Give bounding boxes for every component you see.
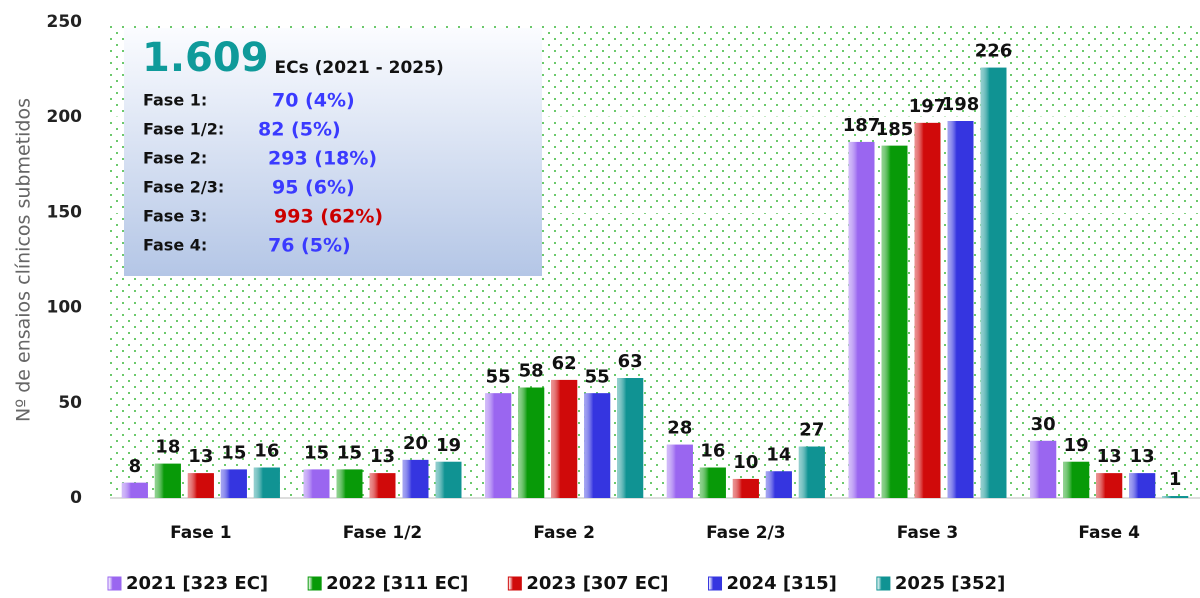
- annotation-row-label: Fase 1/2:: [143, 120, 224, 139]
- legend-label: 2025 [352]: [895, 573, 1005, 594]
- data-label: 63: [618, 351, 643, 372]
- bar-shine: [947, 121, 974, 499]
- data-label: 58: [519, 361, 544, 382]
- bar-shine: [187, 473, 214, 498]
- data-label: 18: [155, 437, 180, 458]
- annotation-row-text: 95 (6%): [272, 177, 355, 199]
- data-label: 8: [129, 456, 142, 477]
- annotation-row-label: Fase 4:: [143, 236, 207, 255]
- data-label: 10: [733, 452, 758, 473]
- data-label: 16: [700, 441, 725, 462]
- annotation-row-text: 293 (18%): [268, 148, 377, 170]
- data-label: 198: [942, 94, 980, 115]
- bar-shine: [336, 469, 363, 498]
- x-tick-label: Fase 1: [170, 523, 231, 543]
- legend-label: 2022 [311 EC]: [326, 573, 468, 594]
- data-label: 15: [221, 442, 246, 463]
- x-tick-label: Fase 3: [897, 523, 958, 543]
- bar-shine: [303, 469, 330, 498]
- data-label: 187: [843, 115, 881, 136]
- legend-swatch: [708, 576, 723, 591]
- bar-shine: [402, 459, 429, 498]
- y-tick-label: 200: [47, 107, 83, 127]
- bar-shine: [848, 141, 875, 498]
- bar-shine: [1096, 473, 1123, 498]
- annotation-row-text: 76 (5%): [268, 235, 351, 257]
- bar-shine: [369, 473, 396, 498]
- y-tick-label: 100: [47, 298, 83, 318]
- data-label: 197: [909, 96, 947, 117]
- legend-swatch: [876, 576, 891, 591]
- annotation-total: 1.609: [142, 35, 269, 81]
- bar-shine: [220, 469, 247, 498]
- bar-shine: [584, 393, 611, 498]
- data-label: 13: [370, 446, 395, 467]
- legend-swatch: [507, 576, 522, 591]
- bar-shine: [914, 122, 941, 499]
- data-label: 30: [1031, 414, 1056, 435]
- data-label: 14: [766, 444, 791, 465]
- y-tick-label: 150: [47, 202, 83, 222]
- legend-label: 2021 [323 EC]: [126, 573, 268, 594]
- data-label: 13: [1097, 446, 1122, 467]
- annotation-row-label: Fase 1:: [143, 91, 207, 110]
- bar-shine: [1030, 440, 1057, 498]
- bar-shine: [253, 467, 280, 498]
- data-label: 15: [304, 442, 329, 463]
- bar-shine: [1162, 496, 1189, 498]
- bar-shine: [798, 446, 825, 498]
- x-tick-label: Fase 1/2: [343, 523, 423, 543]
- bar-shine: [1063, 461, 1090, 498]
- bar-shine: [435, 461, 462, 498]
- bar-shine: [666, 444, 693, 498]
- data-label: 62: [552, 353, 577, 374]
- data-label: 20: [403, 433, 428, 454]
- x-tick-label: Fase 2: [533, 523, 594, 543]
- data-label: 16: [254, 441, 279, 462]
- x-tick-label: Fase 4: [1078, 523, 1140, 543]
- annotation-row-text: 82 (5%): [258, 119, 341, 141]
- bar-shine: [699, 467, 726, 498]
- bar-shine: [551, 379, 578, 498]
- bar-shine: [518, 387, 545, 498]
- y-axis-label: Nº de ensaios clínicos submetidos: [13, 98, 35, 422]
- legend-swatch: [107, 576, 122, 591]
- bar-shine: [1129, 473, 1156, 498]
- annotation-subtitle: ECs (2021 - 2025): [275, 58, 444, 78]
- legend-swatch: [307, 576, 322, 591]
- bar-shine: [154, 463, 181, 498]
- annotation-row-label: Fase 2/3:: [143, 178, 224, 197]
- data-label: 13: [1130, 446, 1155, 467]
- bar-shine: [980, 67, 1007, 499]
- data-label: 226: [975, 41, 1013, 62]
- annotation-row-text: 70 (4%): [272, 90, 355, 112]
- data-label: 28: [667, 418, 692, 439]
- data-label: 55: [486, 366, 511, 387]
- bar-shine: [732, 478, 759, 498]
- y-tick-label: 250: [47, 12, 83, 32]
- y-tick-label: 0: [70, 488, 82, 508]
- bar-shine: [485, 393, 512, 498]
- data-label: 13: [188, 446, 213, 467]
- data-label: 19: [436, 435, 461, 456]
- x-tick-label: Fase 2/3: [706, 523, 786, 543]
- data-label: 185: [876, 119, 914, 140]
- bar-shine: [617, 378, 644, 498]
- data-label: 1: [1169, 469, 1182, 490]
- legend-label: 2024 [315]: [727, 573, 837, 594]
- data-label: 19: [1064, 435, 1089, 456]
- legend-label: 2023 [307 EC]: [526, 573, 668, 594]
- annotation-row-label: Fase 3:: [143, 207, 207, 226]
- bar-shine: [765, 471, 792, 498]
- data-label: 27: [799, 420, 824, 441]
- data-label: 15: [337, 442, 362, 463]
- bar-shine: [881, 145, 908, 498]
- bar-shine: [121, 482, 148, 498]
- annotation-box: [124, 28, 542, 276]
- y-tick-label: 50: [58, 393, 82, 413]
- annotation-row-label: Fase 2:: [143, 149, 207, 168]
- data-label: 55: [585, 366, 610, 387]
- annotation-row-text: 993 (62%): [274, 206, 383, 228]
